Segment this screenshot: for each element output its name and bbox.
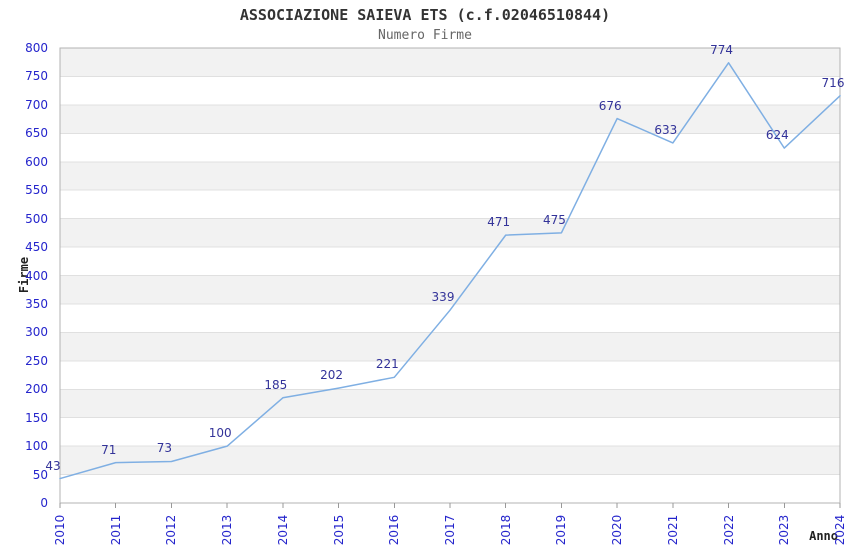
data-point-label: 624	[765, 128, 789, 143]
series-line	[59, 62, 841, 480]
x-tick-label: 2021	[665, 514, 680, 546]
x-tick-label: 2010	[53, 514, 67, 546]
y-tick-label: 500	[25, 211, 48, 226]
x-tick-label: 2017	[443, 514, 457, 546]
x-tick-label: 2014	[275, 514, 290, 546]
y-tick-label: 200	[25, 382, 48, 397]
chart-subtitle: Numero Firme	[378, 28, 472, 43]
y-tick-label: 350	[25, 296, 48, 311]
data-point-label: 71	[101, 442, 117, 457]
band	[60, 446, 840, 475]
data-point-label: 43	[45, 458, 61, 473]
y-tick-label: 400	[25, 268, 48, 283]
band	[60, 161, 840, 191]
y-tick-label: 700	[25, 97, 48, 112]
x-tick-label: 2019	[554, 514, 569, 546]
y-tick-label: 0	[40, 496, 48, 510]
x-tick-label: 2023	[777, 514, 792, 546]
x-tick-label: 2011	[108, 514, 123, 546]
y-tick-label: 750	[25, 69, 48, 84]
chart-title: ASSOCIAZIONE SAIEVA ETS (c.f.02046510844…	[239, 6, 611, 24]
x-tick-label: 2013	[220, 514, 235, 546]
band	[60, 332, 840, 361]
data-point-label: 471	[487, 215, 511, 230]
data-point-label: 339	[431, 290, 455, 305]
x-tick-label: 2012	[164, 514, 179, 546]
x-tick-label: 2020	[610, 514, 625, 546]
data-point-label: 774	[710, 42, 734, 57]
data-point-label: 221	[375, 357, 399, 372]
band	[60, 48, 840, 77]
data-point-label: 100	[208, 426, 232, 441]
y-tick-label: 450	[25, 240, 48, 255]
band	[60, 275, 840, 304]
x-tick-label: 2016	[387, 514, 402, 546]
y-tick-label: 800	[25, 41, 48, 55]
data-point-label: 676	[598, 98, 622, 113]
data-point-label: 202	[320, 368, 344, 383]
y-tick-label: 50	[32, 467, 48, 482]
data-point-label: 716	[821, 75, 845, 90]
x-axis-title: Anno	[809, 529, 838, 543]
y-tick-label: 100	[25, 439, 48, 454]
data-point-label: 633	[654, 122, 678, 137]
data-point-label: 73	[156, 441, 173, 456]
y-tick-label: 650	[25, 126, 48, 141]
x-tick-label: 2022	[721, 514, 736, 546]
y-tick-label: 150	[25, 410, 48, 425]
x-tick-label: 2024	[833, 514, 847, 546]
data-point-label: 185	[264, 377, 288, 392]
data-point-label: 475	[542, 212, 566, 227]
y-tick-label: 600	[25, 154, 48, 169]
band	[60, 218, 840, 248]
y-tick-label: 550	[25, 183, 48, 198]
y-tick-label: 300	[25, 325, 48, 340]
band	[60, 104, 840, 134]
band	[60, 389, 840, 418]
x-tick-label: 2018	[498, 514, 513, 546]
x-tick-label: 2015	[331, 514, 346, 546]
y-tick-label: 250	[25, 353, 48, 368]
